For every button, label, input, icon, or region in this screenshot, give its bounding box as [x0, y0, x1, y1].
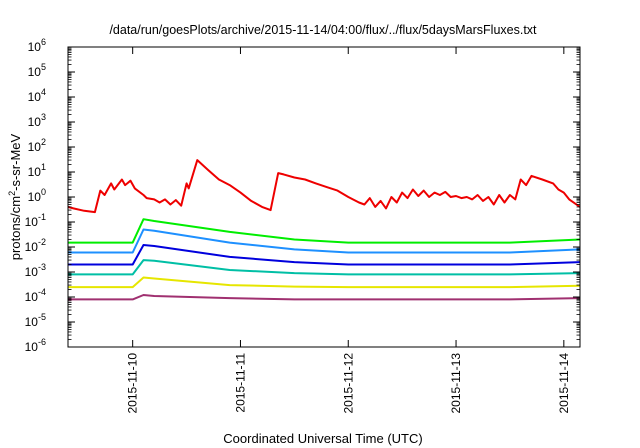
series-line-5	[68, 276, 581, 289]
series-line-1	[68, 218, 581, 244]
y-tick-label: 102	[28, 137, 46, 154]
series-line-0	[67, 159, 581, 214]
x-tick-label: 2015-11-13	[449, 353, 463, 414]
x-tick-label: 2015-11-10	[126, 353, 140, 414]
y-tick-label: 105	[28, 62, 46, 79]
y-tick-label: 10-4	[25, 287, 46, 304]
y-tick-label: 10-3	[25, 262, 46, 279]
y-axis-ticks: 10-6 10-5 10-4 10-3 10-2 10-1 100 101 102 103 104 1…	[25, 37, 580, 354]
x-tick-label: 2015-11-14	[557, 353, 571, 414]
series-line-2	[68, 228, 581, 254]
y-tick-label: 104	[28, 87, 46, 104]
y-tick-label: 10-6	[25, 337, 46, 354]
series-line-3	[68, 244, 581, 266]
x-axis-ticks: 2015-11-10 2015-11-11 2015-11-12 2015-11-13…	[126, 47, 571, 414]
series-line-6	[68, 294, 581, 301]
y-tick-label: 10-5	[25, 312, 46, 329]
x-tick-label: 2015-11-11	[233, 353, 247, 413]
y-tick-label: 106	[28, 37, 46, 54]
x-tick-label: 2015-11-12	[341, 353, 355, 414]
y-tick-label: 101	[28, 162, 46, 179]
plot-area: 10-6 10-5 10-4 10-3 10-2 10-1 100 101 102 103 104 1…	[25, 37, 581, 414]
y-tick-label: 100	[28, 187, 46, 204]
y-axis-label: protons/cm2-s-sr-MeV	[7, 133, 23, 260]
y-tick-label: 10-1	[25, 212, 46, 229]
series-line-4	[68, 259, 581, 276]
y-tick-label: 10-2	[25, 237, 46, 254]
y-tick-label: 103	[28, 112, 46, 129]
series-layer	[67, 159, 581, 301]
x-axis-label: Coordinated Universal Time (UTC)	[223, 431, 422, 446]
chart-title: /data/run/goesPlots/archive/2015-11-14/0…	[109, 23, 537, 37]
